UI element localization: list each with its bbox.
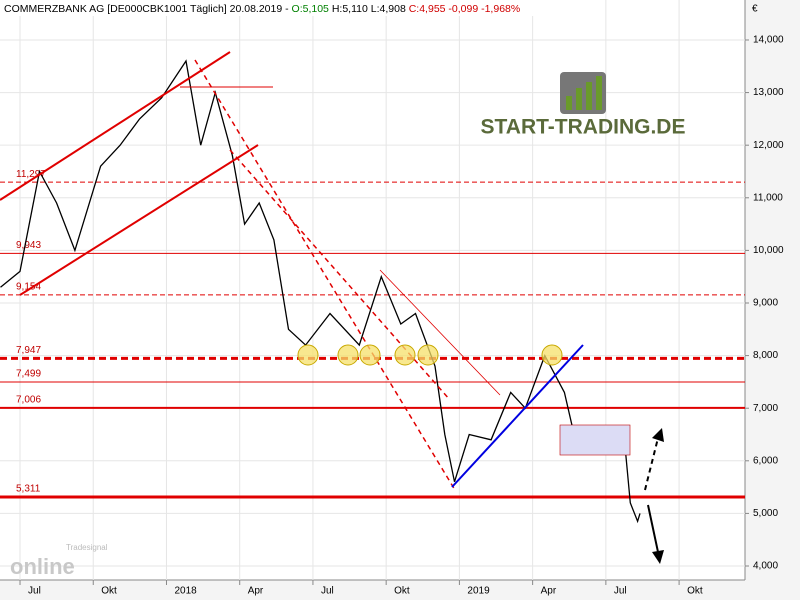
y-tick-label: 14,000 — [753, 35, 784, 46]
y-axis-area — [745, 0, 800, 600]
watermark-sub: Tradesignal — [66, 543, 108, 552]
header-low: L:4,908 — [371, 3, 406, 15]
y-tick-label: 8,000 — [753, 350, 778, 361]
level-label: 7,499 — [16, 369, 41, 380]
logo-icon — [586, 82, 592, 110]
y-tick-label: 4,000 — [753, 561, 778, 572]
y-tick-label: 7,000 — [753, 403, 778, 414]
logo-icon — [566, 96, 572, 110]
x-tick-label: Okt — [687, 586, 703, 597]
marker-circle — [394, 344, 416, 366]
marker-circle — [337, 344, 359, 366]
x-tick-label: 2018 — [174, 586, 197, 597]
x-tick-label: Jul — [321, 586, 334, 597]
marker-circle — [541, 344, 563, 366]
y-tick-label: 6,000 — [753, 455, 778, 466]
level-label: 9,154 — [16, 282, 41, 293]
annotations — [0, 51, 664, 564]
marker-circle — [417, 344, 439, 366]
x-tick-label: Apr — [248, 586, 264, 597]
x-tick-label: Okt — [101, 586, 117, 597]
y-tick-label: 10,000 — [753, 245, 784, 256]
marker-circle — [297, 344, 319, 366]
currency: € — [752, 4, 758, 15]
x-tick-label: Jul — [614, 586, 627, 597]
logo-icon — [576, 88, 582, 110]
trend-line — [379, 269, 501, 396]
arrow-head — [652, 428, 664, 442]
level-label: 5,311 — [16, 484, 41, 495]
price-line — [0, 59, 641, 524]
arrow-head — [652, 550, 664, 564]
marker-circle — [359, 344, 381, 366]
trend-line — [229, 149, 451, 401]
x-tick-label: Apr — [541, 586, 557, 597]
header: COMMERZBANK AG [DE000CBK1001 Täglich] 20… — [4, 3, 520, 15]
x-axis-area — [0, 580, 745, 600]
level-label: 7,947 — [16, 345, 41, 356]
y-tick-label: 12,000 — [753, 140, 784, 151]
y-tick-label: 5,000 — [753, 508, 778, 519]
watermark: online — [10, 554, 75, 579]
header-bg — [0, 0, 560, 16]
header-high: H:5,110 — [332, 3, 368, 15]
level-label: 9,943 — [16, 240, 41, 251]
arrow — [647, 504, 659, 553]
y-tick-label: 11,000 — [753, 192, 783, 203]
range-box — [559, 424, 631, 456]
logo: START-TRADING.DE — [481, 72, 686, 139]
header-name: COMMERZBANK AG [DE000CBK1001 Täglich] 20… — [4, 3, 289, 15]
y-tick-label: 13,000 — [753, 87, 784, 98]
x-tick-label: Jul — [28, 586, 41, 597]
x-tick-label: Okt — [394, 586, 410, 597]
trend-line — [19, 144, 259, 296]
trend-line — [194, 59, 456, 491]
level-label: 7,006 — [16, 395, 41, 406]
x-tick-label: 2019 — [467, 586, 490, 597]
support-line — [451, 344, 584, 488]
logo-text: START-TRADING.DE — [481, 116, 686, 139]
trend-line — [0, 51, 231, 201]
y-tick-label: 9,000 — [753, 298, 778, 309]
logo-icon — [596, 76, 602, 110]
header-close: C:4,955 -0,099 -1,968% — [409, 3, 521, 15]
header-open: O:5,105 — [292, 3, 330, 15]
level-label: 11,297 — [16, 169, 46, 180]
